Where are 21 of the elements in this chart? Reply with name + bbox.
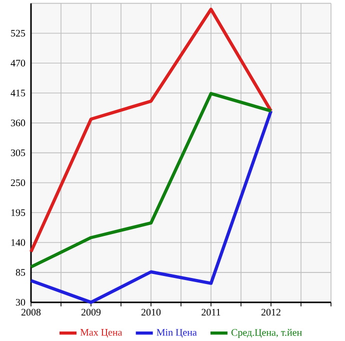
y-tick-label: 30 (16, 298, 26, 306)
y-tick-label: 470 (10, 60, 26, 66)
y-tick-label: 415 (10, 90, 26, 96)
line-series (29, 92, 273, 268)
line-series (29, 109, 273, 304)
x-tick-label: 2012 (261, 308, 280, 316)
x-tick-label: 2009 (81, 308, 101, 316)
legend-label: Сред.Цена, т.йен (231, 328, 302, 338)
x-tick-label: 2010 (141, 308, 161, 316)
y-tick-label: 250 (10, 179, 26, 186)
x-tick-label: 2011 (202, 308, 220, 316)
x-tick-label: 2008 (21, 308, 41, 316)
line-series (29, 8, 273, 254)
legend-label: Max Цена (80, 328, 122, 338)
y-tick-label: 195 (11, 209, 26, 216)
legend-label: Min Цена (156, 328, 197, 338)
y-tick-label: 140 (11, 239, 26, 246)
y-tick-label: 305 (11, 149, 26, 156)
y-tick-label: 85 (16, 268, 26, 276)
y-tick-label: 360 (11, 119, 26, 126)
y-tick-label: 525 (11, 30, 26, 36)
